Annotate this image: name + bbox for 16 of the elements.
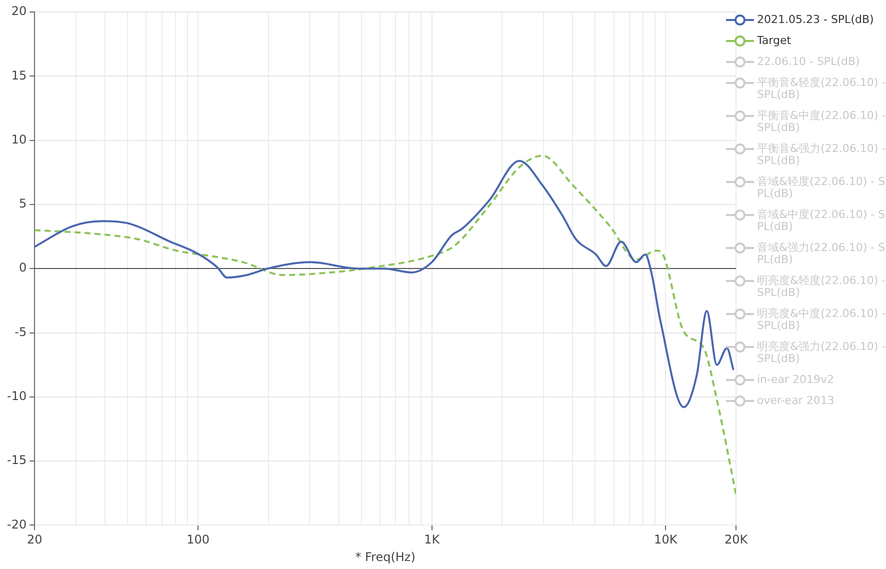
x-axis-title: * Freq(Hz) <box>355 550 416 564</box>
y-tick-label: -20 <box>6 517 27 532</box>
y-tick-label: 15 <box>11 68 27 82</box>
legend-label: 2021.05.23 - SPL(dB) <box>757 13 875 26</box>
y-tick-label: 5 <box>18 196 27 211</box>
x-tick-label: 100 <box>186 532 210 547</box>
y-tick-label: 20 <box>11 4 27 18</box>
y-tick-label: -10 <box>6 389 27 404</box>
x-tick-label: 1K <box>424 532 441 547</box>
y-tick-label: 10 <box>11 132 27 146</box>
y-tick-label: -15 <box>6 453 27 468</box>
y-tick-label: 0 <box>18 260 27 275</box>
x-tick-label: 10K <box>654 532 678 547</box>
legend-label: Target <box>757 34 792 47</box>
y-tick-label: -5 <box>14 324 27 339</box>
x-tick-label: 20K <box>724 532 749 547</box>
